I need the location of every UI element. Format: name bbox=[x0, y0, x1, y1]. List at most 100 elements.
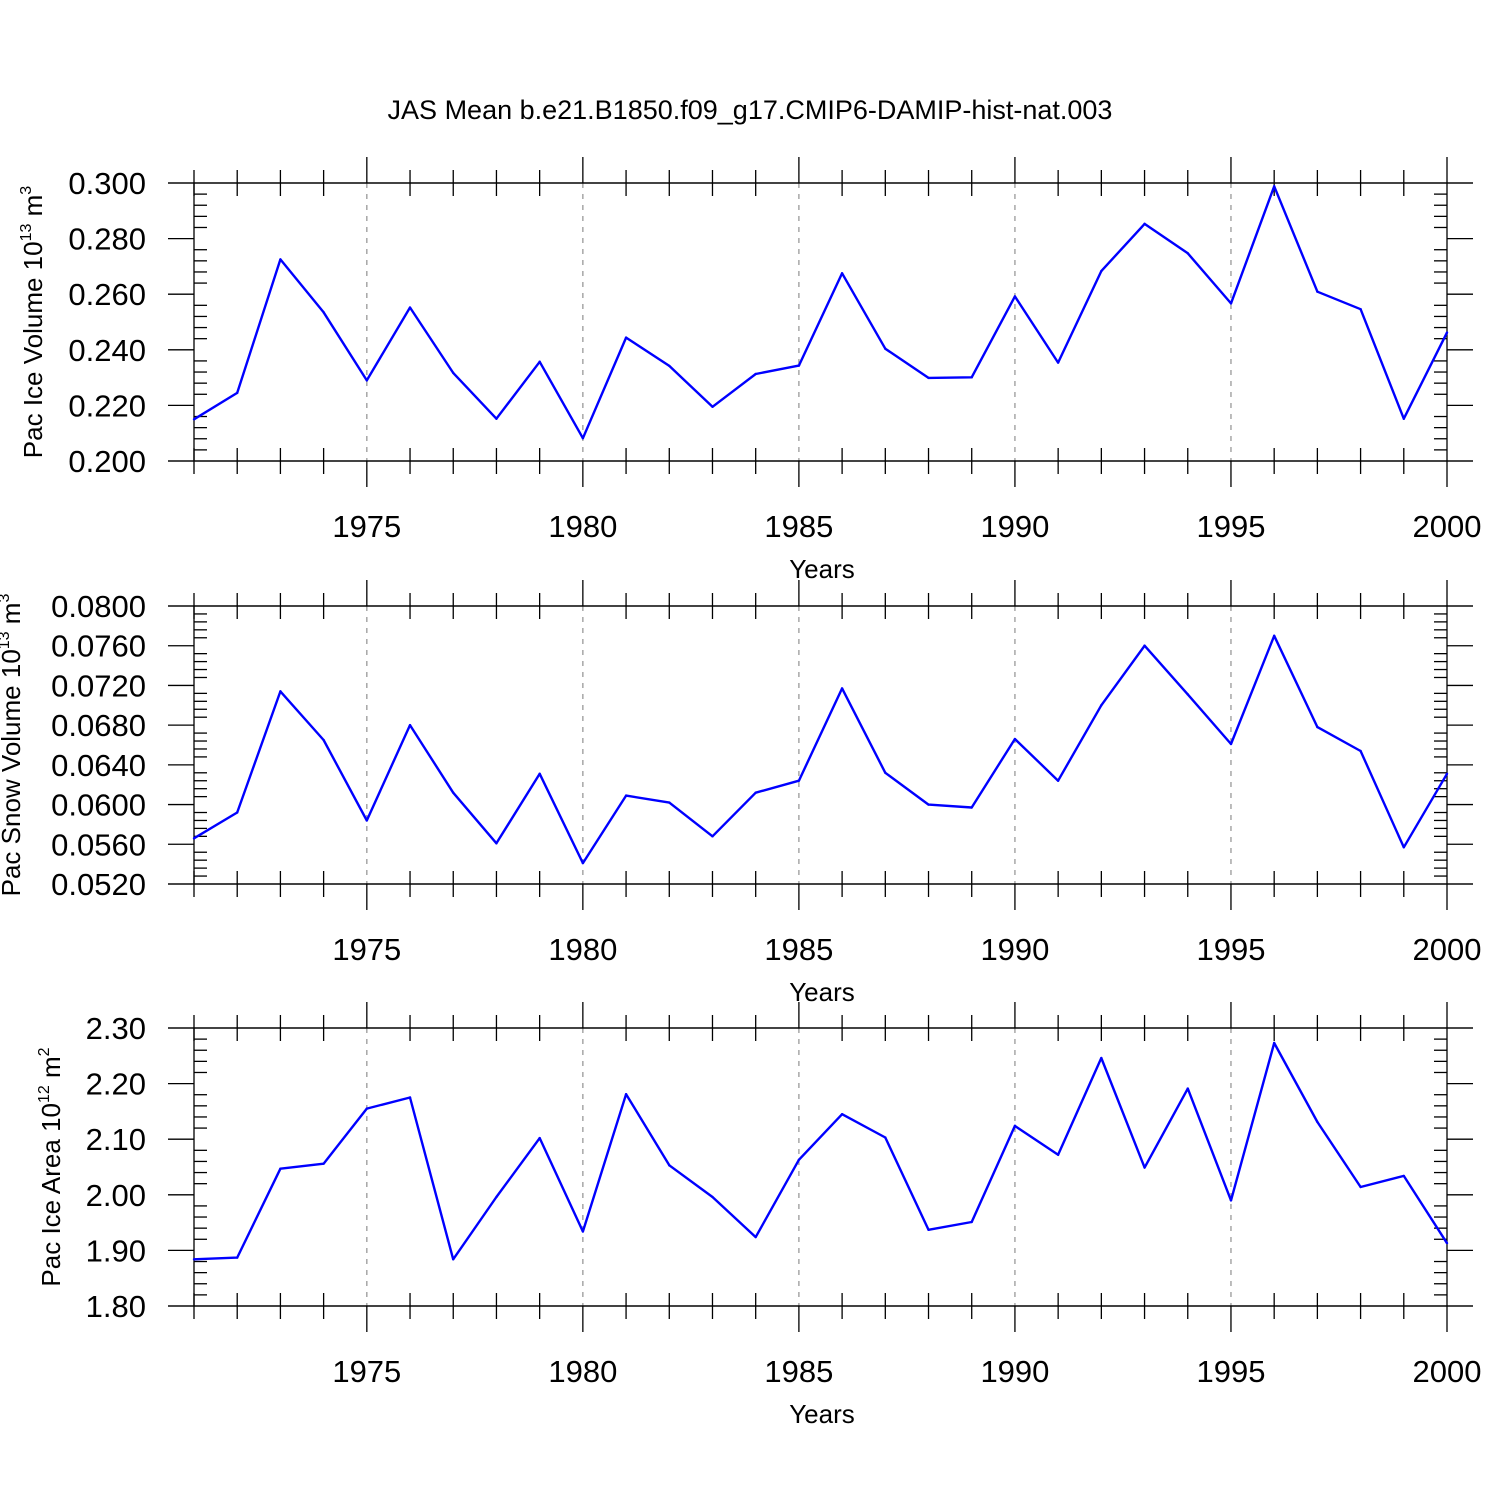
y-tick-label: 0.0600 bbox=[51, 788, 146, 823]
y-tick-label: 2.30 bbox=[86, 1011, 146, 1046]
data-point bbox=[970, 1220, 973, 1224]
data-point bbox=[1272, 634, 1276, 637]
data-point bbox=[408, 723, 412, 727]
data-point bbox=[1056, 779, 1060, 782]
y-tick-label: 0.0560 bbox=[51, 827, 146, 862]
series-line bbox=[193, 185, 1449, 440]
data-point bbox=[1229, 1199, 1233, 1202]
data-point bbox=[711, 405, 714, 408]
data-point bbox=[1229, 742, 1233, 746]
data-point bbox=[365, 819, 369, 822]
panel-2: 0.0520 0.0560 0.0600 0.0640 0.0680 0.0720 0.07… bbox=[0, 580, 1481, 1007]
panels: 0.200 0.220 0.240 0.260 0.280 0.300 1975 1980 19… bbox=[0, 157, 1481, 1429]
panel-3: 1.80 1.90 2.00 2.10 2.20 2.30 1975 1980 1985 1990… bbox=[36, 1002, 1481, 1429]
x-tick-label: 1985 bbox=[764, 932, 833, 967]
y-tick-label: 1.90 bbox=[86, 1233, 146, 1268]
y-tick-label: 0.200 bbox=[68, 444, 146, 479]
x-tick-label: 1985 bbox=[764, 1354, 833, 1389]
x-tick-label: 1990 bbox=[980, 932, 1049, 967]
data-point bbox=[970, 376, 973, 379]
data-point bbox=[322, 738, 325, 742]
series-line bbox=[193, 1041, 1449, 1261]
data-point bbox=[1186, 1087, 1189, 1090]
x-tick-label: 1975 bbox=[332, 932, 401, 967]
y-tick-label: 2.10 bbox=[86, 1122, 146, 1157]
y-axis-label: Pac Ice Area 1012 m2 bbox=[36, 1047, 66, 1286]
x-tick-label: 2000 bbox=[1413, 1354, 1482, 1389]
data-point bbox=[236, 811, 239, 814]
data-point bbox=[1402, 1174, 1405, 1178]
x-tick-label: 1980 bbox=[548, 932, 617, 967]
data-point bbox=[192, 1258, 196, 1261]
data-point bbox=[365, 1107, 369, 1110]
data-point bbox=[408, 306, 412, 309]
data-point bbox=[668, 364, 671, 368]
data-point bbox=[927, 1228, 930, 1232]
data-point bbox=[1445, 1241, 1449, 1245]
data-point bbox=[279, 690, 282, 693]
data-point bbox=[754, 791, 757, 794]
data-point bbox=[538, 772, 541, 775]
data-point bbox=[1013, 295, 1017, 298]
y-tick-label: 0.0640 bbox=[51, 748, 146, 783]
data-point bbox=[754, 1235, 757, 1239]
data-point bbox=[279, 1167, 282, 1170]
data-point bbox=[1402, 846, 1405, 849]
data-point bbox=[884, 771, 887, 774]
data-point bbox=[236, 1256, 239, 1259]
y-tick-label: 0.0720 bbox=[51, 668, 146, 703]
data-point bbox=[840, 272, 844, 275]
y-tick-label: 0.0760 bbox=[51, 629, 146, 664]
data-point bbox=[1445, 772, 1449, 775]
x-tick-label: 1975 bbox=[332, 1354, 401, 1389]
y-tick-label: 0.240 bbox=[68, 333, 146, 368]
data-point bbox=[192, 418, 196, 421]
x-tick-label: 1980 bbox=[548, 509, 617, 544]
series-line bbox=[193, 634, 1449, 865]
data-point bbox=[1143, 1166, 1146, 1169]
data-point bbox=[452, 1258, 455, 1261]
chart-title: JAS Mean b.e21.B1850.f09_g17.CMIP6-DAMIP… bbox=[388, 95, 1113, 125]
data-point bbox=[1445, 331, 1449, 334]
data-point bbox=[279, 258, 282, 261]
data-point bbox=[1359, 749, 1362, 753]
x-tick-label: 1985 bbox=[764, 509, 833, 544]
data-point bbox=[322, 311, 325, 314]
data-point bbox=[452, 791, 455, 794]
y-tick-label: 0.220 bbox=[68, 388, 146, 423]
y-tick-label: 0.280 bbox=[68, 222, 146, 257]
data-point bbox=[711, 1195, 714, 1199]
data-point bbox=[365, 379, 369, 382]
data-point bbox=[1272, 1041, 1276, 1045]
data-point bbox=[1316, 1120, 1319, 1124]
x-tick-label: 1990 bbox=[980, 509, 1049, 544]
x-tick-label: 1980 bbox=[548, 1354, 617, 1389]
data-point bbox=[1143, 222, 1146, 226]
y-tick-label: 2.20 bbox=[86, 1067, 146, 1102]
data-point bbox=[797, 364, 801, 367]
data-point bbox=[1316, 290, 1319, 293]
data-point bbox=[1186, 693, 1189, 696]
data-point bbox=[668, 1164, 671, 1167]
data-point bbox=[884, 1136, 887, 1139]
y-tick-label: 0.300 bbox=[68, 166, 146, 201]
data-point bbox=[711, 835, 714, 838]
y-tick-label: 0.0800 bbox=[51, 589, 146, 624]
y-tick-label: 0.0520 bbox=[51, 867, 146, 902]
x-axis-label: Years bbox=[789, 554, 855, 584]
data-point bbox=[1359, 1185, 1362, 1189]
data-point bbox=[1056, 1153, 1060, 1156]
data-point bbox=[322, 1162, 325, 1165]
data-point bbox=[1100, 704, 1103, 707]
data-point bbox=[1013, 737, 1017, 741]
data-point bbox=[452, 371, 455, 375]
data-point bbox=[840, 1112, 844, 1116]
data-point bbox=[192, 837, 196, 840]
data-point bbox=[624, 336, 628, 339]
data-point bbox=[581, 861, 585, 865]
data-point bbox=[970, 806, 973, 809]
data-point bbox=[927, 803, 930, 806]
data-point bbox=[840, 687, 844, 690]
x-tick-label: 1975 bbox=[332, 509, 401, 544]
